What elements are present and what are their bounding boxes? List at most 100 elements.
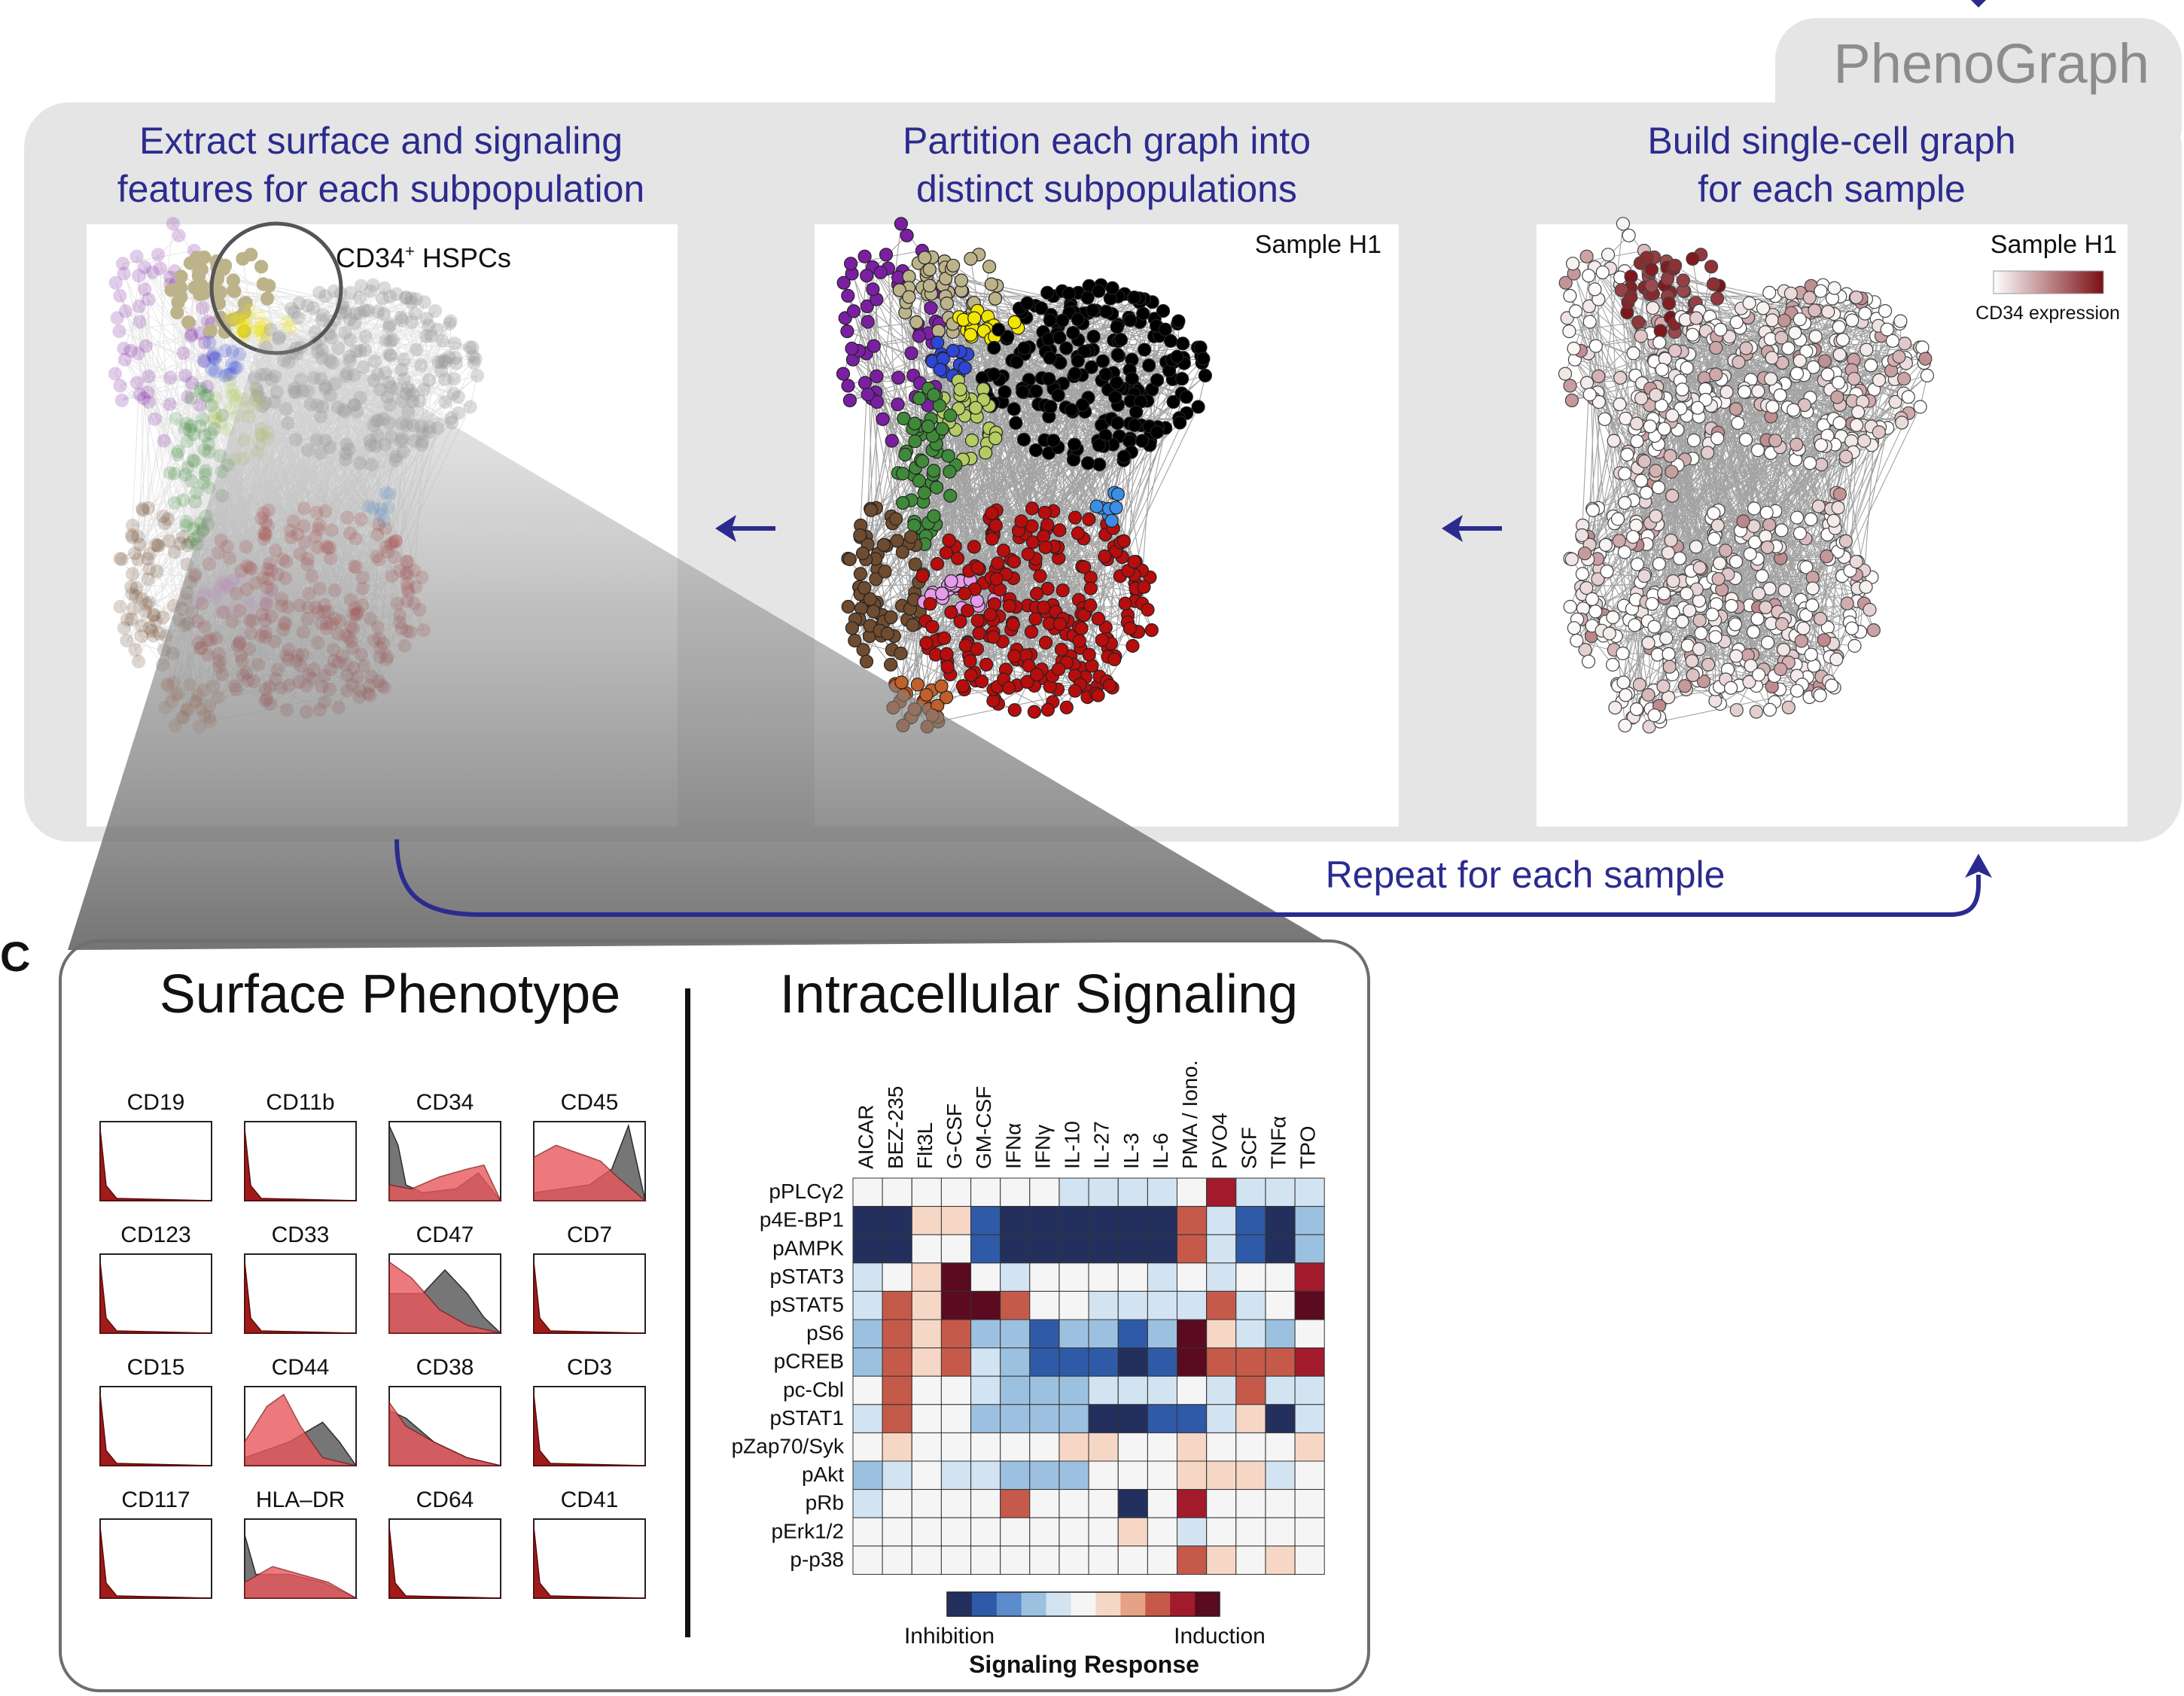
graph-node bbox=[917, 486, 931, 500]
graph-node bbox=[1744, 659, 1758, 673]
heatmap-cell bbox=[1147, 1545, 1178, 1575]
graph-node bbox=[1847, 372, 1861, 386]
colorbar-swatch bbox=[947, 1592, 973, 1616]
heatmap-cell bbox=[1117, 1262, 1148, 1292]
step-arrows bbox=[715, 515, 1502, 542]
graph-node bbox=[447, 336, 462, 351]
heatmap-cell bbox=[1294, 1290, 1325, 1320]
graph-node bbox=[1644, 263, 1659, 277]
graph-node bbox=[1831, 501, 1845, 515]
graph-node bbox=[178, 467, 193, 482]
graph-node bbox=[184, 329, 198, 343]
graph-node bbox=[414, 358, 428, 373]
histogram-cd64: CD64 bbox=[388, 1487, 501, 1599]
graph-node bbox=[1918, 352, 1933, 366]
graph-node bbox=[1710, 518, 1725, 533]
heatmap-cell bbox=[1029, 1234, 1060, 1264]
heatmap-cell bbox=[1029, 1517, 1060, 1547]
heatmap-cell bbox=[1058, 1290, 1089, 1320]
graph-node bbox=[133, 387, 147, 402]
heatmap-cell bbox=[1000, 1432, 1031, 1462]
heatmap-cell bbox=[1147, 1206, 1178, 1235]
graph-node bbox=[900, 228, 914, 242]
graph-node bbox=[1844, 621, 1859, 635]
graph-node bbox=[193, 419, 207, 434]
graph-node bbox=[1006, 617, 1021, 632]
graph-node bbox=[1046, 434, 1061, 448]
surface-phenotype-histograms: CD19 CD11b CD34 CD45 CD123 CD33 CD47 CD7 CD15 CD4… bbox=[99, 1090, 647, 1599]
graph-node bbox=[1624, 290, 1638, 304]
graph-node bbox=[324, 330, 339, 345]
graph-node bbox=[857, 249, 872, 263]
cd34-colorbar bbox=[1993, 270, 2104, 294]
graph-node bbox=[950, 551, 965, 565]
heatmap-cell bbox=[1177, 1262, 1208, 1292]
histogram-cd45: CD45 bbox=[533, 1090, 647, 1201]
graph-node bbox=[964, 251, 978, 266]
graph-node bbox=[1125, 372, 1139, 386]
heatmap-cell bbox=[852, 1206, 883, 1235]
graph-node bbox=[1171, 314, 1186, 328]
graph-node bbox=[1066, 326, 1080, 340]
graph-node bbox=[136, 503, 150, 517]
graph-node bbox=[446, 372, 461, 386]
graph-node bbox=[1136, 306, 1150, 321]
graph-node bbox=[934, 679, 949, 693]
graph-node bbox=[1037, 505, 1052, 520]
histogram-label: CD47 bbox=[416, 1223, 474, 1247]
graph-node bbox=[1068, 510, 1083, 525]
graph-node bbox=[968, 400, 983, 415]
histogram-label: CD33 bbox=[272, 1223, 330, 1247]
graph-node bbox=[1617, 545, 1631, 559]
graph-node bbox=[178, 368, 193, 382]
graph-node bbox=[404, 315, 419, 329]
graph-node bbox=[915, 454, 930, 468]
histogram-cd3: CD3 bbox=[533, 1355, 646, 1466]
heatmap-row-label: pc-Cbl bbox=[783, 1378, 844, 1401]
graph-node bbox=[1138, 343, 1152, 357]
graph-node bbox=[1677, 679, 1692, 693]
heatmap-cell bbox=[852, 1375, 883, 1405]
histogram-label: CD41 bbox=[561, 1487, 619, 1512]
graph-node bbox=[209, 414, 223, 428]
histogram-label: CD11b bbox=[266, 1090, 334, 1115]
graph-node bbox=[207, 422, 221, 436]
graph-node bbox=[1592, 369, 1606, 383]
graph-node bbox=[148, 614, 163, 629]
graph-node bbox=[218, 343, 232, 358]
graph-node bbox=[141, 501, 155, 515]
graph-node bbox=[443, 316, 457, 331]
heatmap-row-label: pSTAT3 bbox=[769, 1265, 844, 1288]
graph-node bbox=[209, 405, 223, 419]
heatmap-cell bbox=[1000, 1206, 1031, 1235]
heatmap-cell bbox=[1058, 1489, 1089, 1518]
graph-node bbox=[1866, 623, 1881, 638]
graph-node bbox=[940, 659, 955, 674]
graph-node bbox=[1666, 605, 1680, 620]
graph-node bbox=[142, 547, 157, 562]
graph-node bbox=[1620, 447, 1634, 462]
step-3-title-line2: for each sample bbox=[1698, 168, 1966, 210]
graph-node bbox=[1108, 390, 1122, 404]
graph-node bbox=[919, 687, 934, 702]
graph-node bbox=[1558, 276, 1573, 290]
heatmap-cell bbox=[1088, 1290, 1119, 1320]
graph-node bbox=[1110, 487, 1126, 501]
heatmap-cell bbox=[882, 1545, 912, 1575]
graph-node bbox=[108, 276, 123, 290]
graph-node bbox=[404, 291, 419, 306]
graph-node bbox=[404, 295, 419, 309]
graph-node bbox=[1708, 630, 1723, 644]
graph-node bbox=[892, 283, 906, 297]
graph-node bbox=[1649, 509, 1663, 523]
heatmap-cell bbox=[970, 1290, 1001, 1320]
heatmap-cell bbox=[911, 1375, 942, 1405]
graph-node bbox=[1007, 402, 1021, 416]
graph-node bbox=[894, 646, 908, 661]
graph-node bbox=[1686, 327, 1700, 342]
graph-node bbox=[1827, 281, 1841, 295]
graph-node bbox=[1156, 304, 1171, 318]
graph-node bbox=[883, 657, 898, 672]
heatmap-cell bbox=[1058, 1319, 1089, 1349]
graph-node bbox=[1765, 351, 1779, 365]
